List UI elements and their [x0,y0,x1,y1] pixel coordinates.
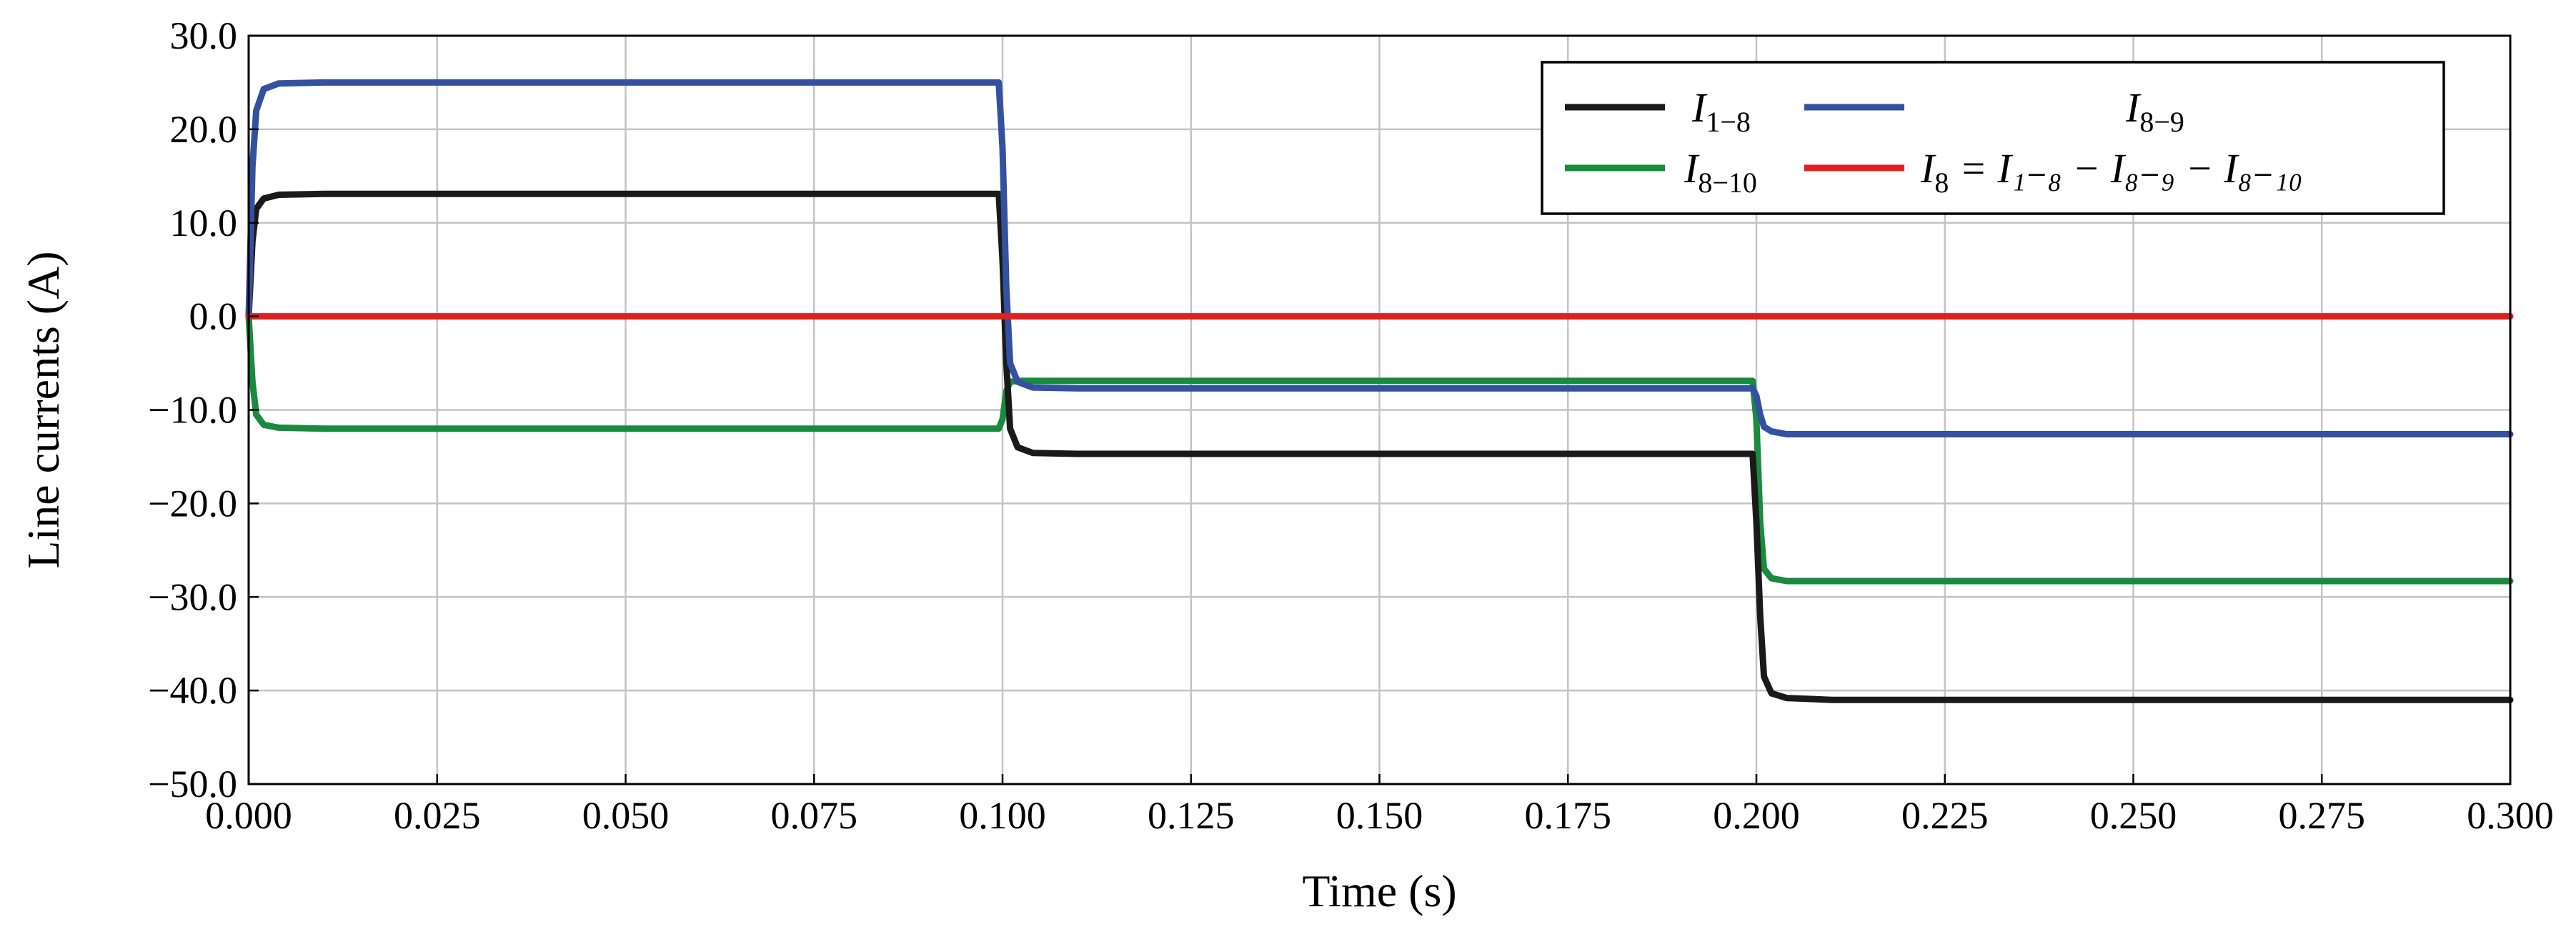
legend-label-0: I1−8 [1691,84,1751,138]
y-tick-label: 20.0 [170,108,238,151]
x-axis-label: Time (s) [1302,866,1456,916]
legend: I1−8 I8−9 I8−10 I8 = I₁₋₈ − I₈₋₉ − I₈₋₁₀ [1541,61,2445,215]
y-tick-label: 10.0 [170,202,238,244]
series-lines [245,79,2514,703]
y-tick-label: −30.0 [148,575,237,618]
y-axis-label: Line currents (A) [18,251,69,568]
x-tick-label: 0.300 [2467,794,2554,837]
x-tick-label: 0.025 [394,794,481,837]
legend-label-2: I8−10 [1684,145,1757,199]
y-tick-label: −50.0 [148,763,237,805]
legend-label-1: I8−9 [2125,84,2184,138]
x-tick-label: 0.275 [2279,794,2366,837]
x-tick-label: 0.125 [1148,794,1235,837]
y-tick-label: −20.0 [148,482,237,525]
axis-ticks: 0.000 0.025 0.050 0.075 0.100 0.125 0.150 0.175… [148,14,2554,837]
series-line-0 [245,190,2514,703]
x-tick-label: 0.175 [1525,794,1612,837]
x-tick-label: 0.075 [771,794,858,837]
y-tick-label: −10.0 [148,389,237,432]
x-tick-label: 0.200 [1713,794,1800,837]
y-tick-label: 0.0 [189,295,238,338]
legend-label-3: I8 = I₁₋₈ − I₈₋₉ − I₈₋₁₀ [1920,145,2303,199]
y-tick-label: −40.0 [148,669,237,712]
legend-box [1541,61,2445,215]
x-tick-label: 0.100 [959,794,1046,837]
series-line-1 [245,79,2514,437]
x-tick-label: 0.225 [1901,794,1989,837]
x-tick-label: 0.250 [2090,794,2177,837]
y-tick-label: 30.0 [170,14,238,57]
x-tick-label: 0.000 [205,794,292,837]
x-tick-label: 0.150 [1336,794,1423,837]
x-tick-label: 0.050 [582,794,670,837]
